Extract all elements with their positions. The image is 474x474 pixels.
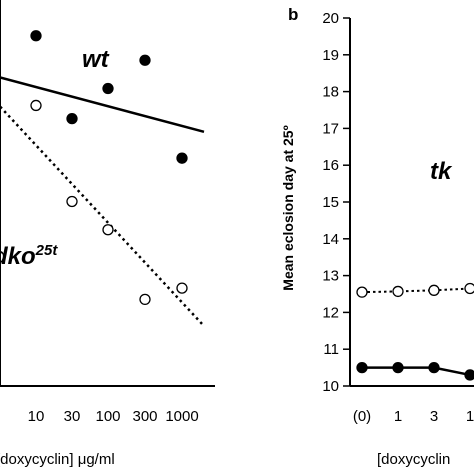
panel-a-point-dko — [30, 99, 42, 112]
panel-b-y-tick-label: 15 — [322, 194, 339, 211]
panel-b-series-lines — [361, 287, 471, 377]
series-label-dko-text: dko — [0, 243, 36, 270]
panel-b-point-open — [356, 286, 368, 298]
panel-b-y-tick-label: 16 — [322, 157, 339, 174]
panel-a-x-tick-label: 10 — [28, 408, 45, 425]
panel-a-trend-line-wt — [0, 76, 205, 134]
panel-b-y-tick-label: 13 — [322, 268, 339, 285]
panel-b-point-open — [428, 284, 440, 296]
panel-a-x-tick-label: 300 — [132, 408, 157, 425]
panel-a-x-tick-label: 1000 — [165, 408, 198, 425]
panel-a-point-wt — [139, 54, 151, 66]
panel-b-y-tick-label: 14 — [322, 231, 339, 248]
panel-b-x-axis-title: [doxycyclin — [377, 451, 450, 468]
panel-a-points — [30, 30, 188, 306]
panel-b-point-filled — [464, 369, 474, 381]
series-label-dko25t: dko25t — [0, 242, 58, 270]
panel-b-y-tick-label: 18 — [322, 84, 339, 101]
panel-b-y-axis-title: Mean eclosion day at 25º — [280, 125, 296, 290]
panel-b-series-line-filled — [362, 366, 471, 377]
panel-b-y-tick-label: 17 — [322, 120, 339, 137]
panel-a-point-dko — [176, 282, 188, 294]
panel-a-x-tick-label: 30 — [64, 408, 81, 425]
panel-b-y-tick-label: 12 — [322, 304, 339, 321]
panel-b-letter: b — [288, 5, 298, 24]
panel-b-y-tick-label: 20 — [322, 10, 339, 27]
panel-a-x-tick-label: 100 — [95, 408, 120, 425]
panel-b-point-open — [392, 285, 404, 298]
panel-a-x-ticks: 310301003001000 — [28, 408, 199, 425]
panel-b-x-tick-label: 1 — [466, 408, 474, 425]
panel-b-y-tick-label: 19 — [322, 47, 339, 64]
panel-a-point-dko — [66, 195, 78, 208]
panel-b-series-line-open — [361, 287, 471, 294]
panel-b-y-tick-label: 10 — [322, 378, 339, 395]
series-label-wt: wt — [82, 46, 110, 73]
panel-a-point-wt — [102, 82, 114, 95]
panel-a-point-dko — [139, 293, 151, 306]
panel-a-chart: 310301003001000 wt dko25t [doxycyclin] μ… — [0, 0, 215, 468]
panel-a-x-axis-title: [doxycyclin] μg/ml — [0, 451, 115, 468]
panel-b-points — [356, 282, 474, 381]
panel-a-point-dko — [102, 224, 114, 236]
panel-b-x-tick-label: 1 — [394, 408, 402, 425]
panel-b-x-ticks: (0) 1 3 1 — [353, 408, 474, 425]
panel-b-series-label: tk — [430, 158, 453, 185]
panel-a-point-wt — [66, 112, 78, 125]
panel-b-point-filled — [428, 361, 440, 374]
panel-b-y-ticks: 10 11 12 13 14 15 16 17 18 19 20 — [322, 10, 350, 395]
panel-b-y-tick-label: 11 — [323, 341, 339, 358]
series-label-superscript: 25t — [35, 242, 59, 259]
panel-a-point-wt — [176, 152, 188, 164]
panel-b-x-tick-label: (0) — [353, 408, 371, 425]
panel-a-trend-line-dko — [0, 104, 203, 325]
panel-b-point-filled — [392, 361, 404, 374]
panel-a-point-wt — [30, 30, 42, 42]
panel-a-trend-lines — [0, 76, 205, 325]
panel-b-point-filled — [356, 361, 368, 374]
panel-b-point-open — [464, 282, 474, 295]
panel-b-x-tick-label: 3 — [430, 408, 438, 425]
